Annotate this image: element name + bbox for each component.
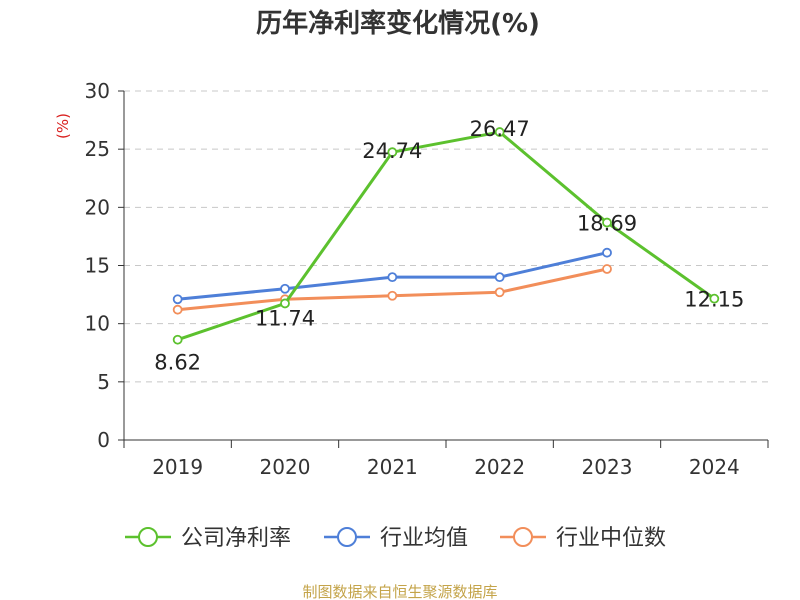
y-tick-label: 0 <box>97 428 110 452</box>
legend[interactable]: 公司净利率 行业均值 行业中位数 <box>125 526 666 551</box>
data-point <box>387 147 398 158</box>
legend-marker <box>337 527 357 547</box>
data-point <box>709 293 720 304</box>
x-tick-label: 2019 <box>152 455 203 479</box>
data-point <box>280 298 290 309</box>
data-point <box>172 294 183 305</box>
y-tick-label: 5 <box>97 370 110 394</box>
data-point <box>494 127 505 137</box>
legend-item-2[interactable]: 行业中位数 <box>500 526 666 551</box>
tick-labels: 0 5 10 15 20 25 30 2019 2020 2021 2022 2023 2024 <box>85 79 740 479</box>
y-tick-label: 25 <box>85 137 110 161</box>
data-point <box>494 287 505 298</box>
y-tick-label: 15 <box>85 254 110 278</box>
data-point <box>602 247 612 258</box>
data-point <box>280 283 290 294</box>
data-label: 8.62 <box>154 351 201 375</box>
y-axis-unit: (%) <box>54 113 72 139</box>
legend-label: 公司净利率 <box>181 526 291 551</box>
source-note: 制图数据来自恒生聚源数据库 <box>302 583 497 600</box>
x-tick-label: 2021 <box>367 455 418 479</box>
legend-marker <box>513 527 533 547</box>
data-point <box>387 290 398 301</box>
data-point <box>602 217 612 228</box>
chart-title: 历年净利率变化情况(%) <box>256 8 540 39</box>
data-point <box>387 272 398 283</box>
x-tick-label: 2020 <box>260 455 311 479</box>
legend-label: 行业均值 <box>380 526 468 551</box>
data-label: 11.74 <box>255 306 315 330</box>
legend-item-1[interactable]: 行业均值 <box>324 526 468 551</box>
data-labels: 8.62 11.74 24.74 26.47 18.69 12.15 <box>154 117 744 375</box>
y-tick-label: 20 <box>85 195 110 219</box>
data-point <box>172 334 183 345</box>
series-group <box>172 127 720 345</box>
data-label: 26.47 <box>470 117 530 141</box>
legend-label: 行业中位数 <box>556 526 666 551</box>
data-label: 12.15 <box>684 288 744 312</box>
series-line-0 <box>177 130 716 342</box>
y-tick-label: 10 <box>85 312 110 336</box>
x-tick-label: 2023 <box>582 455 633 479</box>
legend-marker <box>138 527 158 547</box>
data-point <box>494 272 505 283</box>
x-tick-label: 2024 <box>689 455 740 479</box>
legend-item-0[interactable]: 公司净利率 <box>125 526 291 551</box>
gridlines <box>124 90 768 383</box>
data-point <box>602 264 612 274</box>
data-point <box>172 304 183 315</box>
x-tick-label: 2022 <box>474 455 525 479</box>
y-tick-label: 30 <box>85 79 110 103</box>
axes <box>118 90 769 448</box>
data-label: 24.74 <box>362 139 422 163</box>
data-label: 18.69 <box>577 212 637 236</box>
